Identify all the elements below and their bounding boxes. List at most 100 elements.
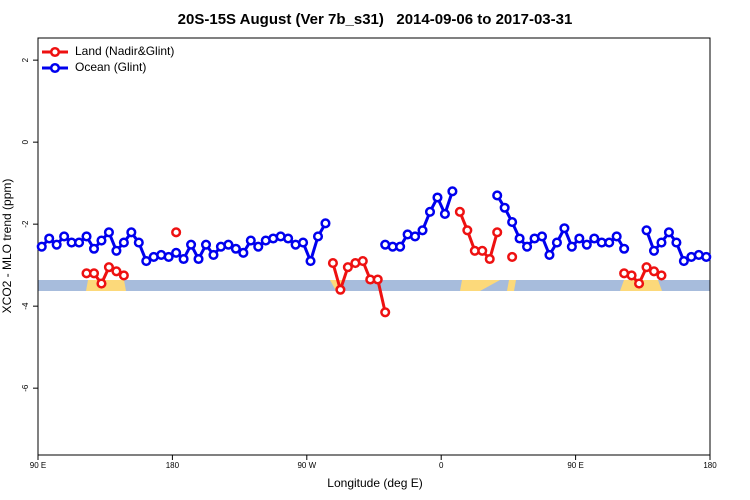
data-point [253,241,264,252]
data-point [395,241,406,252]
data-point [641,225,652,236]
data-point [81,231,92,242]
data-point [111,266,122,277]
data-point [678,256,689,267]
data-point [223,239,234,250]
data-point [671,237,682,248]
x-tick-label: 180 [166,461,180,470]
data-point [88,268,100,279]
data-point [126,227,137,238]
data-point [133,237,144,248]
x-tick-label: 180 [703,461,717,470]
data-point [648,266,660,277]
data-point [193,253,204,265]
data-point [589,233,600,244]
data-point [312,231,324,242]
chart-title: 20S-15S August (Ver 7b_s31) 2014-09-06 t… [178,11,573,28]
data-point [656,237,667,248]
data-point [335,284,346,295]
data-point [372,274,383,285]
x-tick-label: 90 E [30,461,46,470]
data-point [507,217,518,228]
data-point [171,247,182,258]
data-point [103,262,114,273]
data-point [604,237,615,248]
y-axis-label: XCO2 - MLO trend (ppm) [0,179,14,314]
data-point [454,206,465,217]
data-point [51,239,62,250]
data-point [141,256,152,267]
x-tick-label: 90 W [297,461,316,470]
data-point [551,237,562,248]
x-tick-label: 90 E [567,461,583,470]
data-point [492,227,503,238]
data-point [327,258,338,269]
data-point [701,251,712,263]
data-point [626,270,637,281]
data-point [208,249,219,260]
data-point [342,262,353,273]
data-point [305,256,316,267]
data-point [447,186,458,197]
data-point [283,233,294,244]
data-point [417,225,428,236]
data-point [163,251,174,263]
data-point [499,202,510,213]
data-point [484,253,495,265]
legend-label: Land (Nadir&Glint) [75,44,174,58]
y-tick-label: -4 [21,302,30,310]
data-point [439,208,450,219]
data-point [44,233,55,244]
data-point [574,233,585,244]
data-point [238,247,249,258]
data-point [111,245,122,256]
data-point [536,231,548,242]
data-point [514,233,525,244]
data-point [380,307,391,318]
data-point [566,241,577,252]
data-point [36,241,47,252]
data-point [619,243,630,254]
y-tick-label: 0 [21,139,30,144]
legend-swatch-point [49,46,61,58]
data-point [522,241,533,252]
data-point [230,243,241,254]
data-point [103,227,114,238]
data-point [634,278,645,289]
data-point [462,225,473,236]
data-point [298,237,309,248]
data-point [477,245,488,256]
data-point [74,237,85,248]
data-point [118,270,129,281]
data-point [410,231,421,242]
data-point [656,270,667,281]
y-tick-label: -2 [21,220,30,228]
data-point [559,223,570,234]
data-point [96,278,107,289]
data-point [507,251,518,263]
y-tick-label: 2 [21,57,30,62]
data-point [178,253,189,265]
data-point [581,239,592,250]
data-point [118,237,129,248]
data-point [320,218,331,229]
data-point [171,227,182,238]
data-point [611,231,622,242]
data-point [96,235,107,246]
data-point [492,190,503,201]
data-point [200,239,212,250]
data-point [245,235,256,246]
legend-swatch-point [49,62,61,74]
data-point [59,231,70,242]
y-tick-label: -6 [21,384,30,392]
data-point [357,256,368,267]
land-patch [460,280,500,291]
ocean-band [38,280,710,291]
data-point [88,243,100,254]
data-point [544,249,555,260]
data-point [648,245,660,256]
data-point [432,192,443,203]
land-patch [507,280,516,291]
data-point [641,262,652,273]
